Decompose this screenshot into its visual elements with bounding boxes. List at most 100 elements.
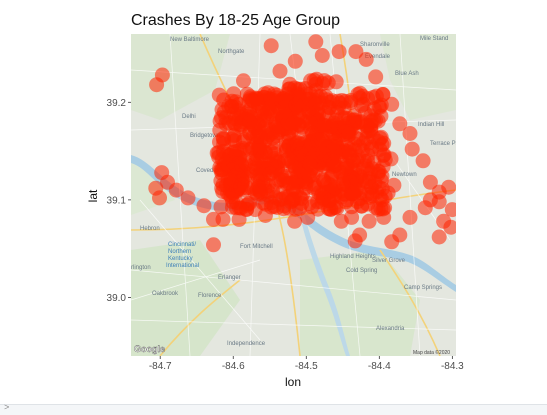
crash-point: [300, 209, 316, 225]
svg-text:Newtown: Newtown: [392, 172, 417, 178]
crash-point: [314, 48, 330, 63]
crash-point: [330, 93, 346, 109]
crash-point: [267, 146, 283, 162]
svg-text:Cold Spring: Cold Spring: [346, 268, 377, 274]
x-tick-label: -84.3: [441, 361, 464, 372]
crash-point: [315, 117, 331, 133]
crash-point: [287, 53, 303, 69]
chart-title: Crashes By 18-25 Age Group: [131, 12, 340, 29]
crash-point: [404, 141, 420, 157]
crash-point: [343, 93, 359, 108]
crash-point: [380, 185, 396, 201]
crash-point: [213, 199, 229, 215]
crash-point: [342, 148, 358, 164]
crash-point: [308, 179, 323, 195]
crash-point: [302, 167, 318, 183]
crash-point: [355, 96, 371, 112]
crash-point: [292, 189, 308, 205]
svg-text:New Baltimore: New Baltimore: [170, 37, 210, 43]
crash-point: [247, 202, 263, 218]
crash-point: [273, 167, 289, 183]
crash-point: [337, 186, 353, 202]
svg-text:Terrace Park: Terrace Park: [430, 141, 465, 147]
x-tick-label: -84.6: [222, 361, 245, 372]
svg-text:International: International: [166, 263, 199, 269]
crash-point: [262, 166, 278, 182]
google-logo: Google: [134, 344, 165, 354]
crash-point: [328, 74, 344, 90]
svg-text:Kentucky: Kentucky: [168, 256, 193, 262]
scatter-points: [148, 34, 456, 253]
svg-text:rlington: rlington: [131, 265, 151, 271]
crash-point: [347, 233, 363, 249]
crash-point: [415, 153, 431, 169]
y-axis: 39.0 39.1 39.2: [107, 98, 131, 304]
crash-point: [326, 200, 342, 216]
crash-point: [280, 115, 296, 131]
crash-point: [249, 147, 264, 163]
svg-text:Hebron: Hebron: [140, 226, 160, 232]
crash-point: [431, 229, 447, 245]
crash-point: [361, 213, 377, 229]
y-axis-label: lat: [86, 189, 100, 202]
crash-point: [220, 185, 236, 201]
crash-point: [276, 201, 292, 217]
crash-point: [236, 73, 251, 89]
crash-point: [308, 96, 324, 112]
crash-point: [308, 34, 324, 50]
crash-point: [384, 234, 400, 250]
crash-point: [280, 151, 296, 166]
crash-point: [218, 116, 234, 132]
crash-point: [333, 213, 349, 229]
svg-text:Alexandria: Alexandria: [376, 326, 405, 332]
crash-point: [348, 44, 364, 60]
x-axis: -84.7 -84.6 -84.5 -84.4 -84.3: [149, 356, 464, 372]
crash-point: [154, 165, 170, 181]
crash-point: [152, 190, 167, 206]
svg-text:Fort Mitchell: Fort Mitchell: [240, 244, 273, 250]
crash-point: [353, 198, 369, 214]
crash-point: [282, 76, 298, 92]
svg-text:Covedale: Covedale: [196, 168, 222, 174]
crash-point: [441, 179, 456, 195]
x-tick-label: -84.4: [368, 361, 391, 372]
svg-text:Map data ©2020: Map data ©2020: [413, 349, 450, 356]
svg-text:Silver Grove: Silver Grove: [372, 258, 406, 264]
crash-point: [422, 174, 438, 190]
crash-point: [326, 153, 342, 169]
svg-text:Cincinnati/: Cincinnati/: [168, 242, 196, 248]
crash-point: [341, 126, 357, 142]
svg-text:Bridgetown: Bridgetown: [190, 133, 220, 139]
crash-point: [392, 116, 408, 132]
crash-point: [339, 165, 355, 181]
crash-point: [248, 90, 264, 106]
crash-point: [402, 209, 418, 225]
svg-text:Oakbrook: Oakbrook: [152, 291, 179, 297]
crash-point: [364, 186, 380, 201]
crash-point: [368, 69, 384, 85]
svg-text:Independence: Independence: [227, 341, 266, 347]
crash-point: [154, 67, 170, 83]
x-tick-label: -84.7: [149, 361, 172, 372]
crash-point: [263, 38, 279, 54]
crash-point: [384, 96, 400, 112]
crash-point: [196, 198, 212, 214]
crash-point: [356, 161, 372, 177]
svg-text:Erlanger: Erlanger: [218, 275, 241, 281]
x-tick-label: -84.5: [295, 361, 318, 372]
svg-text:Evendale: Evendale: [365, 54, 391, 60]
console-strip: >: [0, 403, 547, 415]
crash-point: [358, 51, 374, 67]
crash-point: [231, 211, 247, 227]
crash-point: [206, 237, 221, 253]
crash-point: [331, 44, 347, 60]
svg-text:Highland Heights: Highland Heights: [330, 254, 376, 260]
crash-point: [383, 151, 399, 167]
console-prompt: >: [4, 403, 10, 413]
crash-point: [443, 219, 456, 235]
crash-point: [214, 102, 230, 117]
svg-text:Delhi: Delhi: [182, 114, 196, 120]
crash-point: [263, 195, 279, 211]
crash-point: [375, 87, 391, 102]
svg-text:Northern: Northern: [168, 249, 191, 255]
